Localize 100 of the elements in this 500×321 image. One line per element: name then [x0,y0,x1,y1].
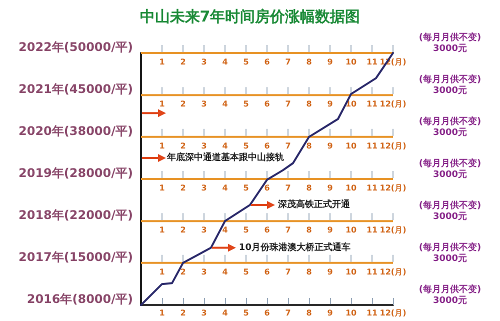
text: 3000元 [432,85,468,96]
text: 6 [264,141,270,150]
text: 11 [366,100,378,109]
x-tick-label: 5 [243,58,250,66]
text: 7 [285,141,291,150]
text: 10 [345,308,357,318]
text: 2 [180,226,186,235]
annotation: 10月份珠港澳大桥正式通车 [238,242,350,253]
annotation: 年底深中通道基本跟中山接轨 [166,152,284,163]
text: (每月月供不变) [418,74,482,86]
text: 5 [243,184,249,192]
x-tick-label: 7 [285,58,291,66]
text: 6 [264,100,270,109]
ref-line-label: 2019年(28000/平) [18,166,133,180]
text: 9 [327,308,333,318]
text: 9 [327,100,333,109]
text: 10 [345,184,357,192]
text: (每月月供不变) [418,32,482,43]
ref-line-label: 2016年(8000/平) [26,292,133,306]
x-tick-label: 2 [180,58,186,66]
text: 7 [285,100,291,109]
text: 11 [366,184,378,192]
text: 7 [285,308,291,318]
text: 8 [306,226,312,235]
text: 8 [306,100,312,109]
text: 10 [345,141,357,150]
text: (每月月供不变) [418,200,482,212]
text: (每月月供不变) [418,284,482,295]
text: 7 [285,226,291,235]
ref-line-label: 2018年(22000/平) [18,208,133,222]
text: 1 [159,100,165,109]
x-tick-label: 8 [306,58,312,66]
text: (每月月供不变) [418,242,482,253]
text: 3 [201,267,207,276]
text: 11 [366,267,378,276]
text: 12(月) [380,100,406,109]
text: 3000元 [432,43,468,54]
x-tick-label: 3 [201,58,207,66]
text: (每月月供不变) [418,116,482,127]
text: 3 [201,308,207,318]
text: 12(月) [380,308,406,318]
text: 6 [264,226,270,235]
text: 7 [285,184,291,192]
text: 3 [201,226,207,235]
text: 2 [180,184,186,192]
text: 5 [243,141,249,150]
text: 4 [222,226,228,235]
text: 9 [327,184,333,192]
text: 10 [345,267,357,276]
text: 4 [222,267,228,276]
text: 4 [222,100,228,109]
text: 1 [159,308,165,318]
x-tick-label: 6 [264,58,270,66]
x-tick-label: 4 [222,58,228,66]
text: 5 [243,226,249,235]
text: 8 [306,184,312,192]
chart-title: 中山未来7年时间房价涨幅数据图 [140,8,360,26]
text: 9 [327,226,333,235]
annotation: 深茂高铁正式开通 [276,198,351,210]
ref-line-label: 2021年(45000/平) [18,82,133,96]
text: 3000元 [432,126,468,138]
text: 4 [222,308,228,318]
x-tick-label: 10 [345,58,357,66]
text: 4 [222,184,228,192]
text: 6 [264,308,270,318]
text: 3 [201,141,207,150]
text: 5 [243,267,249,276]
text: (每月月供不变) [418,158,482,169]
text: 2 [180,141,186,150]
text: 9 [327,141,333,150]
x-tick-label: 11 [366,58,378,66]
text: 2 [180,100,186,109]
text: 11 [366,141,378,150]
text: 12(月) [380,267,406,276]
text: 8 [306,141,312,150]
text: 1 [159,226,165,235]
text: 12(月) [380,141,406,150]
text: 3 [201,100,207,109]
text: 1 [159,267,165,276]
text: 2 [180,308,186,318]
ref-line-label: 2020年(38000/平) [18,124,133,138]
text: 6 [264,267,270,276]
text: 3000元 [432,211,468,222]
x-tick-label: 9 [327,58,334,66]
text: 7 [285,267,291,276]
text: 1 [159,184,165,192]
text: 12(月) [380,184,406,192]
ref-line-label: 2017年(15000/平) [18,250,133,264]
ref-line-label: 2022年(50000/平) [18,40,133,54]
text: 5 [243,308,249,318]
text: 11 [366,226,378,235]
text: 3 [201,184,207,192]
text: 4 [222,141,228,150]
text: 12(月) [380,226,406,235]
text: 8 [306,267,312,276]
text: 3000元 [432,252,468,264]
text: 8 [306,308,312,318]
text: 5 [243,100,249,109]
text: 6 [264,184,270,192]
text: 3000元 [432,295,468,306]
